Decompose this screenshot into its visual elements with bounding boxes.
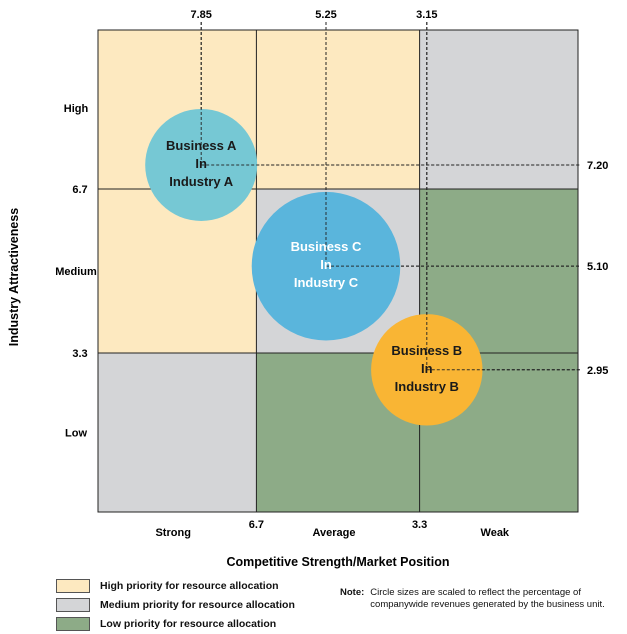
bubble-label-1-2: Industry C	[294, 275, 359, 290]
bubble-label-2-2: Industry B	[395, 379, 459, 394]
legend-swatch-low	[56, 616, 90, 631]
x-value-label-0: 7.85	[190, 9, 211, 21]
y-zone-label-1: Medium	[55, 266, 97, 278]
y-value-label-2: 2.95	[587, 365, 608, 377]
x-zone-label-1: Average	[312, 527, 355, 539]
legend-label-medium: Medium priority for resource allocation	[100, 598, 295, 611]
bubble-label-2-1: In	[421, 361, 433, 376]
legend-label-high: High priority for resource allocation	[100, 579, 279, 592]
x-value-label-2: 3.15	[416, 9, 437, 21]
legend-item-low: Low priority for resource allocation	[56, 614, 295, 633]
zone-high-r0c1	[256, 30, 420, 190]
legend-item-medium: Medium priority for resource allocation	[56, 595, 295, 614]
y-zone-label-2: Low	[65, 427, 87, 439]
zone-medium-r2c0	[98, 352, 257, 512]
bubble-label-1-0: Business C	[291, 239, 362, 254]
y-zone-label-0: High	[64, 103, 89, 115]
bubble-label-1-1: In	[320, 257, 332, 272]
y-threshold-label-0: 6.7	[72, 184, 87, 196]
legend-label-low: Low priority for resource allocation	[100, 617, 277, 630]
y-value-label-0: 7.20	[587, 160, 608, 172]
legend-item-high: High priority for resource allocation	[56, 576, 295, 595]
bubble-label-0-1: In	[195, 156, 207, 171]
bubble-label-2-0: Business B	[391, 343, 462, 358]
legend-swatch-medium	[56, 597, 90, 612]
y-axis-title: Industry Attractiveness	[7, 208, 21, 347]
zone-medium-r0c2	[419, 30, 578, 190]
note-text: Circle sizes are scaled to reflect the p…	[370, 587, 605, 610]
x-threshold-label-0: 6.7	[249, 519, 264, 531]
legend-swatch-high	[56, 578, 90, 593]
x-value-label-1: 5.25	[315, 9, 336, 21]
bubble-label-0-0: Business A	[166, 138, 237, 153]
x-axis-title: Competitive Strength/Market Position	[227, 555, 450, 569]
zone-high-r1c0	[98, 189, 257, 353]
x-zone-label-2: Weak	[481, 527, 510, 539]
y-threshold-label-1: 3.3	[72, 348, 87, 360]
y-value-label-1: 5.10	[587, 261, 608, 273]
ge-matrix-chart: Business A In Industry A Business C In Indust…	[7, 9, 608, 569]
note-label: Note:	[340, 587, 365, 598]
bubble-label-0-2: Industry A	[169, 174, 233, 189]
plot-frame	[97, 29, 579, 513]
note: Note: Circle sizes are scaled to reflect…	[340, 587, 610, 611]
legend: High priority for resource allocation Me…	[56, 576, 295, 633]
x-zone-label-0: Strong	[155, 527, 190, 539]
x-threshold-label-1: 3.3	[412, 519, 427, 531]
